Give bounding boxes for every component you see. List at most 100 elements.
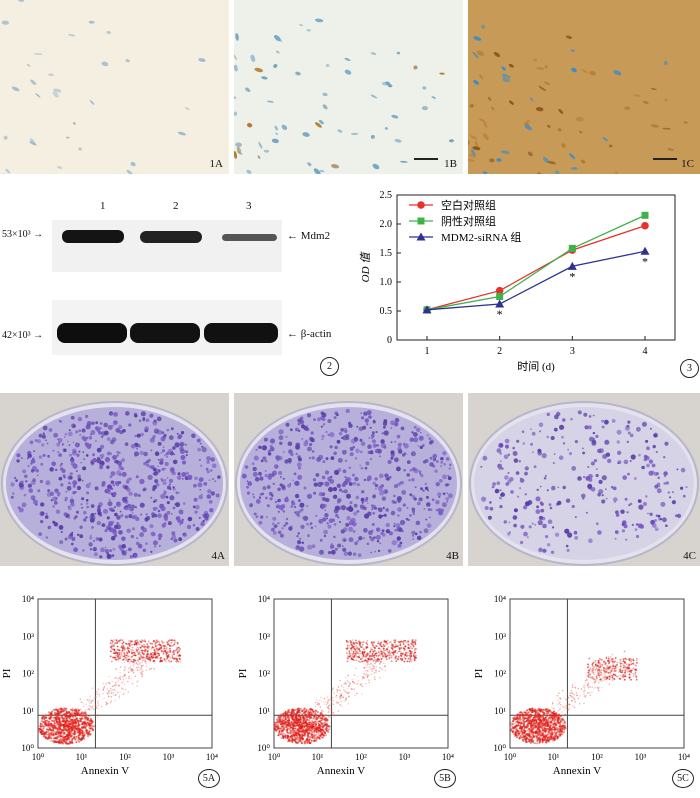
colony [680, 487, 683, 490]
colony [73, 485, 76, 488]
event [172, 654, 174, 656]
colony [150, 449, 152, 451]
colony [596, 468, 598, 470]
colony [412, 538, 414, 540]
event [302, 717, 304, 719]
colony [62, 469, 66, 473]
colony [301, 508, 304, 511]
colony [69, 476, 72, 479]
colony [542, 453, 547, 458]
colony [516, 440, 519, 443]
colony [424, 508, 426, 510]
event [51, 735, 53, 737]
event [75, 722, 77, 724]
colony [118, 530, 123, 535]
event [60, 732, 62, 734]
event [141, 650, 143, 652]
colony [158, 470, 160, 472]
colony [211, 491, 215, 495]
mw-label-actin: 42×10³ → [2, 330, 43, 341]
colony [78, 429, 81, 432]
colony [259, 521, 263, 525]
colony [301, 438, 303, 440]
colony [131, 535, 134, 538]
colony [645, 495, 647, 497]
colony [407, 460, 411, 464]
event [112, 641, 114, 643]
colony [542, 524, 547, 529]
colony [187, 475, 192, 480]
colony [499, 497, 502, 500]
event [75, 718, 77, 720]
event [166, 658, 168, 660]
event [75, 736, 77, 738]
event [55, 718, 57, 720]
colony [646, 456, 650, 460]
colony [68, 432, 73, 437]
event [119, 695, 121, 697]
event [83, 733, 85, 735]
colony [656, 514, 659, 517]
event [109, 693, 111, 695]
event [122, 648, 124, 650]
event [117, 657, 119, 659]
colony [407, 507, 409, 509]
event [278, 726, 280, 728]
colony [310, 524, 312, 526]
colony [153, 501, 155, 503]
colony [594, 459, 597, 462]
colony [353, 512, 357, 516]
event [174, 641, 176, 643]
colony [177, 433, 179, 435]
colony [386, 529, 390, 533]
event [118, 685, 120, 687]
event [295, 716, 297, 718]
event [66, 717, 68, 719]
colony [615, 538, 617, 540]
event [280, 723, 282, 725]
colony [309, 437, 313, 441]
colony [92, 453, 95, 456]
colony [545, 475, 547, 477]
colony [367, 444, 372, 449]
event [133, 664, 135, 666]
colony [161, 506, 166, 511]
colony [300, 525, 304, 529]
event [70, 735, 72, 737]
colony [649, 513, 652, 516]
event [111, 649, 113, 651]
colony [669, 496, 671, 498]
event [62, 724, 64, 726]
event [322, 737, 324, 739]
colony [152, 421, 157, 426]
colony [447, 475, 449, 477]
colony [277, 522, 279, 524]
colony [345, 478, 349, 482]
colony [361, 442, 366, 447]
colony [353, 482, 357, 486]
colony [309, 443, 312, 446]
colony [341, 437, 343, 439]
event [128, 659, 130, 661]
x-tick-label: 10⁰ [32, 752, 45, 762]
event [140, 668, 142, 670]
x-tick-label: 2 [497, 346, 502, 357]
colony [368, 415, 372, 419]
event [396, 660, 398, 662]
colony [67, 486, 72, 491]
band-actin-lane3 [204, 323, 278, 343]
event [44, 718, 46, 720]
colony [638, 454, 641, 457]
event [324, 731, 326, 733]
event [85, 716, 87, 718]
event [115, 659, 117, 661]
colony [81, 507, 83, 509]
colony [422, 490, 424, 492]
event [301, 735, 303, 737]
colony [392, 540, 397, 545]
colony [63, 476, 65, 478]
event [370, 647, 372, 649]
event [131, 641, 133, 643]
colony [430, 457, 433, 460]
colony [492, 486, 495, 489]
